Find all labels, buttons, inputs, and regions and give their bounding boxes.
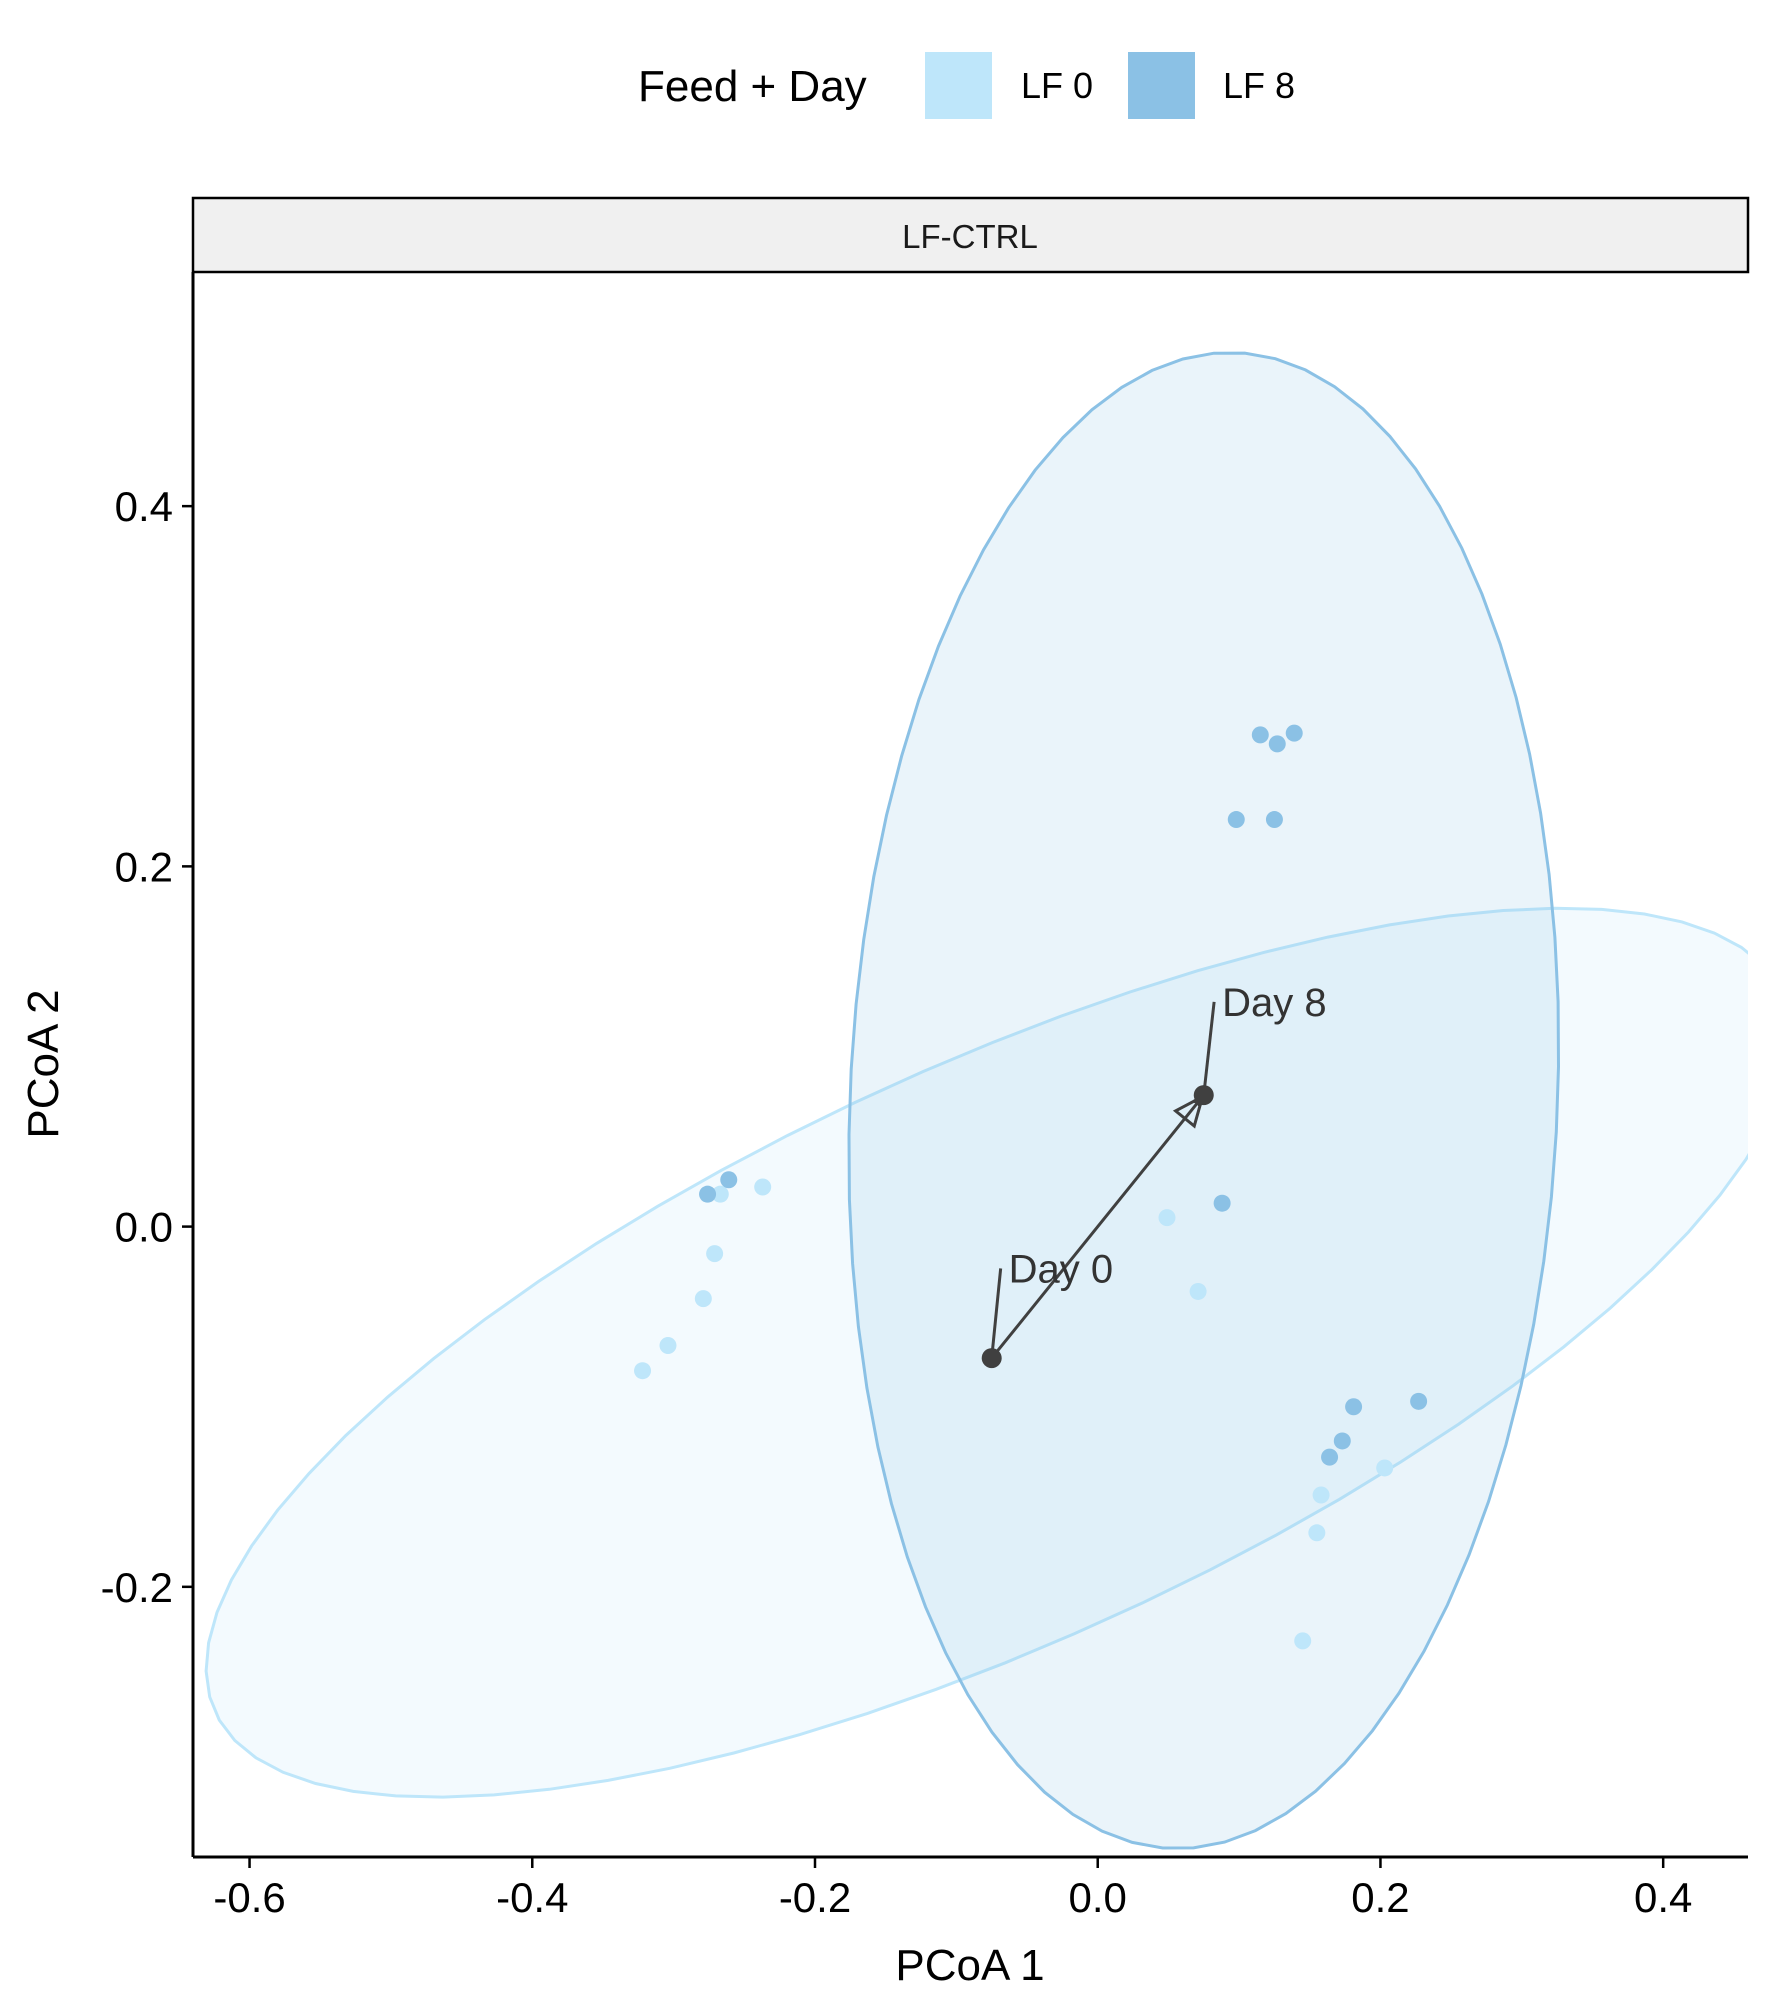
confidence-ellipses [204, 351, 1748, 1850]
point-lf8 [1345, 1398, 1363, 1416]
point-lf0 [1158, 1209, 1176, 1227]
y-tick-label: 0.0 [115, 1204, 173, 1251]
legend: Feed + Day LF 0 LF 8 [638, 52, 1295, 119]
point-lf8 [1251, 726, 1269, 744]
data-points [634, 724, 1428, 1650]
y-axis-label: PCoA 2 [19, 989, 68, 1138]
point-lf0 [754, 1178, 772, 1196]
y-tick-label: -0.2 [101, 1564, 173, 1611]
label-leader-line [1202, 1001, 1216, 1096]
point-lf8 [1227, 811, 1245, 829]
point-lf0 [1312, 1486, 1330, 1504]
legend-label-lf0: LF 0 [1021, 65, 1093, 106]
centroid-point [1193, 1085, 1214, 1106]
x-tick-label: 0.0 [1069, 1874, 1127, 1921]
y-tick-label: 0.2 [115, 843, 173, 890]
point-lf8 [720, 1171, 738, 1189]
legend-title: Feed + Day [638, 62, 867, 111]
x-tick-label: 0.2 [1351, 1874, 1409, 1921]
point-lf0 [1376, 1459, 1394, 1477]
point-lf8 [1268, 735, 1286, 753]
legend-swatch-lf8 [1128, 52, 1195, 119]
facet-strip: LF-CTRL [191, 196, 1750, 274]
centroid-point [981, 1348, 1002, 1369]
point-lf0 [1308, 1524, 1326, 1542]
legend-swatch-lf0 [925, 52, 992, 119]
centroid-label: Day 0 [1009, 1247, 1114, 1291]
point-lf8 [1410, 1392, 1428, 1410]
point-lf8 [1333, 1432, 1351, 1450]
point-lf8 [1285, 724, 1303, 742]
point-lf0 [634, 1362, 652, 1380]
y-tick-label: 0.4 [115, 483, 173, 530]
point-lf8 [1213, 1194, 1231, 1212]
x-axis-ticks: -0.6 -0.4 -0.2 0.0 0.2 0.4 [213, 1857, 1692, 1921]
point-lf8 [1321, 1448, 1339, 1466]
legend-label-lf8: LF 8 [1223, 65, 1295, 106]
point-lf0 [694, 1290, 712, 1308]
point-lf0 [711, 1185, 729, 1203]
centroid-label: Day 8 [1222, 981, 1327, 1025]
ellipse-lf0 [204, 906, 1748, 1799]
plot-panel: Day 0 Day 8 [204, 351, 1748, 1850]
point-lf0 [1189, 1282, 1207, 1300]
label-leader-line [990, 1268, 1003, 1359]
y-axis-ticks: -0.2 0.0 0.2 0.4 [101, 483, 193, 1611]
point-lf8 [699, 1185, 717, 1203]
x-axis-label: PCoA 1 [895, 1941, 1044, 1990]
x-tick-label: -0.2 [779, 1874, 851, 1921]
point-lf8 [1265, 811, 1283, 829]
point-lf0 [706, 1245, 724, 1263]
facet-label: LF-CTRL [902, 218, 1038, 255]
centroid-arrow [990, 1098, 1202, 1360]
axes: -0.6 -0.4 -0.2 0.0 0.2 0.4 -0.2 0.0 0.2 0.4 PCoA… [19, 272, 1748, 1990]
x-tick-label: 0.4 [1634, 1874, 1692, 1921]
arrowhead-icon [1172, 1093, 1205, 1129]
point-lf0 [1294, 1632, 1312, 1650]
x-tick-label: -0.6 [213, 1874, 285, 1921]
facet-strip-box [191, 196, 1750, 274]
x-tick-label: -0.4 [496, 1874, 568, 1921]
point-lf0 [659, 1336, 677, 1354]
centroid-layer: Day 0 Day 8 [981, 981, 1327, 1369]
